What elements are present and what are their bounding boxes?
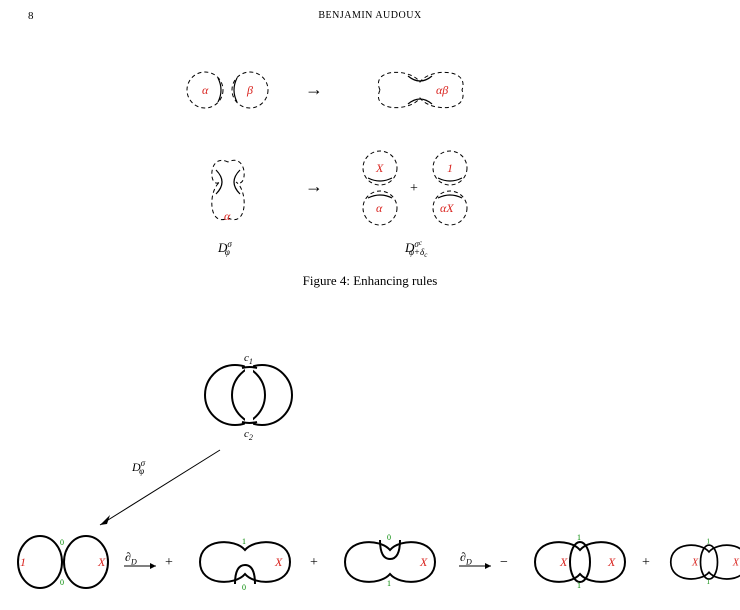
alphabeta-label: αβ <box>436 83 448 97</box>
term-3: X 0 1 <box>330 530 450 595</box>
svg-text:0: 0 <box>387 533 391 542</box>
beta-label: β <box>246 83 253 97</box>
svg-text:X: X <box>732 557 740 568</box>
svg-text:1: 1 <box>20 555 26 569</box>
plus-2: + <box>310 555 318 571</box>
svg-text:1: 1 <box>706 538 709 545</box>
d-sigma-phi-annotation: Dσφ <box>132 460 144 475</box>
svg-text:1: 1 <box>706 579 709 586</box>
enhancing-rule-split: α → X α + 1 αX <box>150 140 590 240</box>
svg-text:0: 0 <box>242 583 246 592</box>
plus-glyph: + <box>410 181 418 196</box>
c2-label: c2 <box>244 428 253 442</box>
svg-text:1: 1 <box>387 579 391 588</box>
d-left-label: Dσφ <box>218 240 230 256</box>
plus-3: + <box>642 555 650 571</box>
svg-text:X: X <box>559 555 568 569</box>
split-diagram: α → X α + 1 αX <box>150 140 590 240</box>
svg-text:1: 1 <box>577 581 581 590</box>
term-2: X 1 0 <box>185 530 305 595</box>
plus-1: + <box>165 555 173 571</box>
arrow-1 <box>122 560 162 572</box>
alpha-label: α <box>202 83 209 97</box>
minus-1: − <box>500 555 508 571</box>
c1-label: c1 <box>244 352 253 366</box>
svg-text:1: 1 <box>242 537 246 546</box>
svg-text:X: X <box>97 555 106 569</box>
arrow-2 <box>457 560 497 572</box>
one-label: 1 <box>447 161 453 175</box>
figure-4: α β → αβ α → X α <box>150 60 590 289</box>
term-5: X X 1 1 <box>658 535 740 590</box>
arrow-glyph: → <box>305 79 323 99</box>
svg-text:X: X <box>419 555 428 569</box>
X-label: X <box>375 161 384 175</box>
svg-text:X: X <box>607 555 616 569</box>
d-right-label: Dσcφ+δc <box>405 240 427 256</box>
term-4: X X 1 1 <box>520 530 640 595</box>
svg-text:0: 0 <box>60 538 64 547</box>
svg-text:X: X <box>274 555 283 569</box>
svg-text:1: 1 <box>577 533 581 542</box>
alpha-label-3: α <box>376 201 383 215</box>
alpha-label-2: α <box>224 209 231 223</box>
svg-text:X: X <box>691 557 699 568</box>
author-header: BENJAMIN AUDOUX <box>0 10 740 21</box>
svg-text:0: 0 <box>60 578 64 587</box>
enhancing-rule-merge: α β → αβ <box>150 60 590 130</box>
term-1: 1 X 0 0 <box>10 530 120 595</box>
d-labels: Dσφ Dσcφ+δc <box>150 240 590 268</box>
alphaX-label: αX <box>440 201 454 215</box>
arrow-glyph-2: → <box>305 176 323 196</box>
diagonal-arrow <box>80 440 240 540</box>
merge-diagram: α β → αβ <box>150 60 590 120</box>
figure-4-caption: Figure 4: Enhancing rules <box>150 273 590 289</box>
